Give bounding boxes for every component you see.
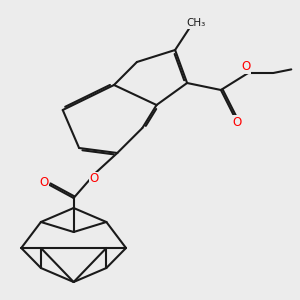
Text: O: O	[241, 61, 250, 74]
Text: O: O	[232, 116, 241, 129]
Text: O: O	[89, 172, 99, 185]
Text: O: O	[39, 176, 48, 188]
Text: CH₃: CH₃	[186, 19, 206, 28]
